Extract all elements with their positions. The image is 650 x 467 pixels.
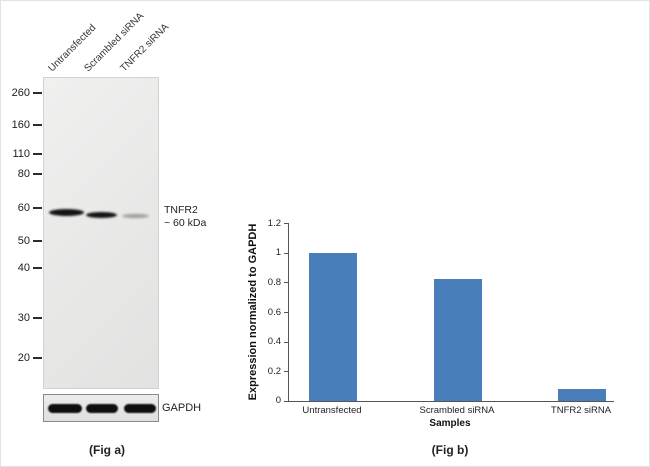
band-tnfr2-sirna (122, 214, 149, 218)
gapdh-label: GAPDH (162, 402, 202, 414)
ytick-0: 0 (275, 395, 281, 406)
mw-tick (33, 92, 42, 94)
mw-label: 80 (17, 168, 30, 180)
mw-marker-110: 110 (1, 148, 42, 160)
mw-marker-60: 60 (1, 202, 42, 214)
xcat-untransfected: Untransfected (302, 405, 362, 416)
ytick-mark (284, 223, 288, 224)
ytick-0_8: 0.8 (267, 277, 281, 288)
ytick-mark (284, 253, 288, 254)
ytick-mark (284, 312, 288, 313)
lane-label-scrambled-sirna: Scrambled siRNA (82, 10, 147, 75)
mw-marker-160: 160 (1, 119, 42, 131)
mw-tick (33, 173, 42, 175)
plot-area (288, 223, 614, 402)
mw-label: 20 (17, 352, 30, 364)
mw-marker-40: 40 (1, 262, 42, 274)
mw-label: 60 (17, 202, 30, 214)
xcat-tnfr2-sirna: TNFR2 siRNA (550, 405, 612, 416)
bar-scrambled-sirna (434, 279, 482, 401)
mw-tick (33, 317, 42, 319)
mw-tick (33, 207, 42, 209)
ytick-0_4: 0.4 (267, 336, 281, 347)
mw-label: 30 (17, 312, 30, 324)
mw-marker-260: 260 (1, 87, 42, 99)
mw-tick (33, 153, 42, 155)
ytick-mark (284, 401, 288, 402)
mw-label: 40 (17, 262, 30, 274)
gapdh-band-untransfected (48, 404, 82, 413)
gapdh-band-scrambled (86, 404, 118, 413)
mw-label: 160 (11, 119, 30, 131)
target-name: TNFR2 (164, 204, 198, 216)
ytick-0_2: 0.2 (267, 366, 281, 377)
gapdh-band-sirna (124, 404, 156, 413)
bar-tnfr2-sirna (558, 389, 606, 401)
ytick-mark (284, 371, 288, 372)
band-tnfr2-scrambled (86, 212, 117, 218)
caption-fig-b: (Fig b) (431, 443, 469, 457)
x-axis-title: Samples (429, 418, 471, 429)
ytick-mark (284, 282, 288, 283)
mw-label: 50 (17, 235, 30, 247)
mw-marker-20: 20 (1, 352, 42, 364)
bar-untransfected (309, 252, 357, 401)
mw-tick (33, 124, 42, 126)
mw-tick (33, 357, 42, 359)
mw-marker-30: 30 (1, 312, 42, 324)
caption-fig-a: (Fig a) (89, 443, 125, 457)
mw-label: 110 (12, 148, 30, 160)
ytick-0_6: 0.6 (267, 307, 281, 318)
band-tnfr2-untransfected (49, 209, 84, 216)
mw-marker-80: 80 (1, 168, 42, 180)
ytick-1_2: 1.2 (267, 218, 281, 229)
xcat-scrambled-sirna: Scrambled siRNA (419, 405, 495, 416)
blot-membrane (43, 77, 159, 389)
mw-tick (33, 240, 42, 242)
target-size: ~ 60 kDa (164, 217, 207, 229)
mw-tick (33, 267, 42, 269)
mw-marker-50: 50 (1, 235, 42, 247)
gapdh-strip (43, 394, 159, 422)
mw-label: 260 (11, 87, 30, 99)
ytick-1: 1 (275, 247, 281, 258)
ytick-mark (284, 342, 288, 343)
target-annotation: TNFR2 ~ 60 kDa (164, 204, 206, 230)
